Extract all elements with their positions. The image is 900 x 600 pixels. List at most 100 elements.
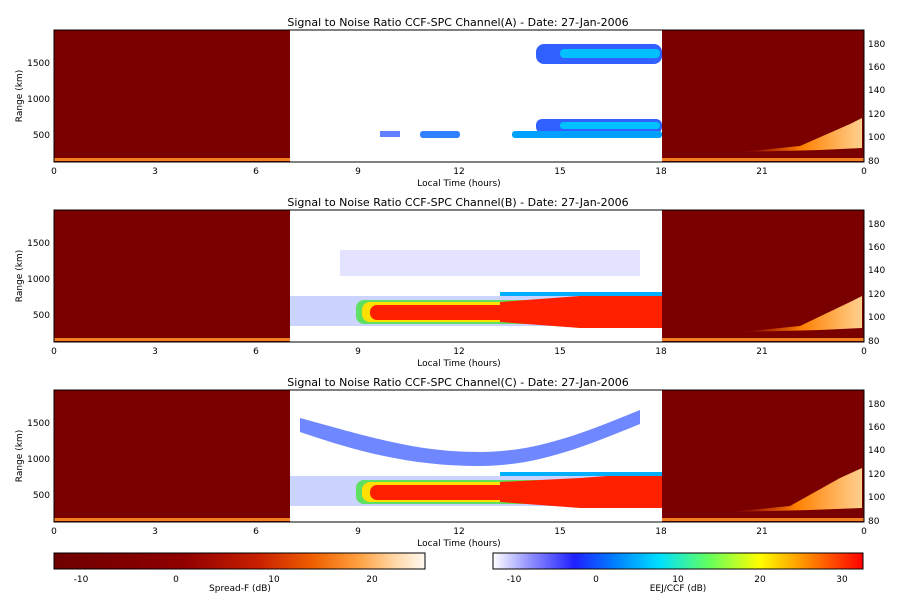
panel-b-xtick: 3: [152, 347, 158, 357]
panel-b-ytick: 1500: [27, 239, 50, 249]
panel-a: Signal to Noise Ratio CCF-SPC Channel(A)…: [15, 16, 885, 189]
panel-c: Signal to Noise Ratio CCF-SPC Channel(C)…: [15, 376, 885, 549]
panel-c-xtick: 9: [355, 527, 361, 537]
colorbar-spread-f-tick: 20: [366, 575, 378, 585]
panel-a-patch-2: [380, 131, 400, 137]
colorbar-eej-ccf-label: EEJ/CCF (dB): [650, 584, 707, 594]
panel-c-yaxis-right: 80 100 120 140 160 180: [868, 400, 885, 527]
panel-c-f-arc: [300, 410, 640, 466]
panel-c-xaxis: 0 3 6 9 12 15 18 21 0 Local Time (hours): [51, 527, 867, 549]
panel-a-xtick: 0: [51, 167, 57, 177]
panel-a-ytick: 500: [33, 131, 50, 141]
panel-a-xtick: 0: [861, 167, 867, 177]
panel-c-eej-late-edge: [500, 472, 662, 476]
panel-c-xtick: 6: [253, 527, 259, 537]
colorbar-eej-ccf-tick: 30: [836, 575, 848, 585]
panel-c-xtick: 18: [655, 527, 667, 537]
panel-a-yaxis-right: 80 100 120 140 160 180: [868, 40, 885, 167]
panel-a-frame: [53, 29, 865, 163]
colorbar-spread-f: -10 0 10 20 Spread-F (dB): [53, 552, 426, 594]
panel-c-ytick-right: 80: [868, 517, 880, 527]
panel-a-region-left: [54, 30, 290, 162]
panel-c-ground-left: [54, 518, 290, 521]
panel-a-ytick: 1000: [27, 95, 50, 105]
colorbar-eej-ccf-tick: 10: [672, 575, 684, 585]
panel-c-xtick: 15: [554, 527, 565, 537]
panel-a-e-band: [512, 131, 662, 138]
colorbar-eej-ccf: -10 0 10 20 30 EEJ/CCF (dB): [492, 552, 864, 594]
panel-b-title: Signal to Noise Ratio CCF-SPC Channel(B)…: [287, 196, 628, 209]
panel-a-xtick: 18: [655, 167, 667, 177]
panel-c-ytick-right: 120: [868, 470, 885, 480]
panel-b-ytick: 1000: [27, 275, 50, 285]
panel-b-ground-right: [662, 338, 864, 341]
colorbar-spread-f-label: Spread-F (dB): [209, 584, 271, 594]
panel-b-xlabel: Local Time (hours): [417, 359, 500, 369]
panel-c-echo-tail: [730, 468, 862, 512]
panel-b-xtick: 0: [861, 347, 867, 357]
panel-b-ylabel: Range (km): [15, 250, 25, 302]
panel-c-ytick-right: 160: [868, 423, 885, 433]
panel-b-ytick: 500: [33, 311, 50, 321]
panel-b-xtick: 15: [554, 347, 565, 357]
panel-c-ytick-right: 100: [868, 493, 885, 503]
panel-a-xtick: 3: [152, 167, 158, 177]
panel-b: Signal to Noise Ratio CCF-SPC Channel(B)…: [15, 196, 885, 369]
colorbar-eej-ccf-tick: 0: [593, 575, 599, 585]
panel-b-xtick: 18: [655, 347, 667, 357]
panel-c-xtick: 12: [453, 527, 464, 537]
panel-a-echo-tail: [740, 118, 862, 152]
panel-b-region-left: [54, 210, 290, 342]
panel-b-xtick: 0: [51, 347, 57, 357]
colorbar-eej-ccf-tick: -10: [507, 575, 522, 585]
panel-c-xtick: 21: [756, 527, 767, 537]
panel-c-ytick-right: 180: [868, 400, 885, 410]
panel-b-ytick-right: 140: [868, 266, 885, 276]
panel-c-xtick: 0: [861, 527, 867, 537]
panel-a-patch-1: [420, 131, 460, 138]
panel-b-ytick-right: 160: [868, 243, 885, 253]
panel-c-ytick-right: 140: [868, 446, 885, 456]
panel-a-title: Signal to Noise Ratio CCF-SPC Channel(A)…: [287, 16, 628, 29]
panel-b-frame: [53, 209, 865, 343]
panel-c-ylabel: Range (km): [15, 430, 25, 482]
panel-c-xtick: 3: [152, 527, 158, 537]
panel-c-region-left: [54, 390, 290, 522]
panel-b-ground-left: [54, 338, 290, 341]
panel-c-ytick: 1500: [27, 419, 50, 429]
panel-b-xaxis: 0 3 6 9 12 15 18 21 0 Local Time (hours): [51, 347, 867, 369]
panel-b-ytick-right: 80: [868, 337, 880, 347]
panel-b-ytick-right: 120: [868, 290, 885, 300]
panel-a-xtick: 9: [355, 167, 361, 177]
panel-a-valley-core: [560, 122, 660, 129]
panel-c-yaxis-left: 500 1000 1500: [27, 419, 50, 501]
panel-a-xtick: 12: [453, 167, 464, 177]
colorbar-spread-f-gradient: [53, 552, 426, 570]
colorbar-spread-f-tick: 10: [268, 575, 280, 585]
panel-c-ytick: 1000: [27, 455, 50, 465]
panel-a-ytick-right: 180: [868, 40, 885, 50]
panel-b-eej-late: [500, 292, 662, 328]
panel-b-xtick: 21: [756, 347, 767, 357]
panel-b-echo-tail: [740, 296, 862, 332]
colorbar-eej-ccf-gradient: [492, 552, 864, 570]
panel-a-ground-right: [662, 158, 864, 161]
panel-b-xtick: 12: [453, 347, 464, 357]
panel-a-ylabel: Range (km): [15, 70, 25, 122]
panel-a-ytick-right: 120: [868, 110, 885, 120]
panel-c-ground-right: [662, 518, 864, 521]
panel-a-xtick: 6: [253, 167, 259, 177]
panel-a-xtick: 21: [756, 167, 767, 177]
panel-a-xtick: 15: [554, 167, 565, 177]
panel-a-ytick: 1500: [27, 59, 50, 69]
colorbar-spread-f-tick: 0: [173, 575, 179, 585]
panel-a-ground-left: [54, 158, 290, 161]
panel-c-xtick: 0: [51, 527, 57, 537]
panel-a-ytick-right: 80: [868, 157, 880, 167]
panel-c-eej-late: [500, 472, 662, 508]
panel-a-f-band-core: [560, 49, 660, 58]
panel-b-yaxis-right: 80 100 120 140 160 180: [868, 220, 885, 347]
panel-c-frame: [53, 389, 865, 523]
panel-b-eej-late-edge: [500, 292, 662, 296]
